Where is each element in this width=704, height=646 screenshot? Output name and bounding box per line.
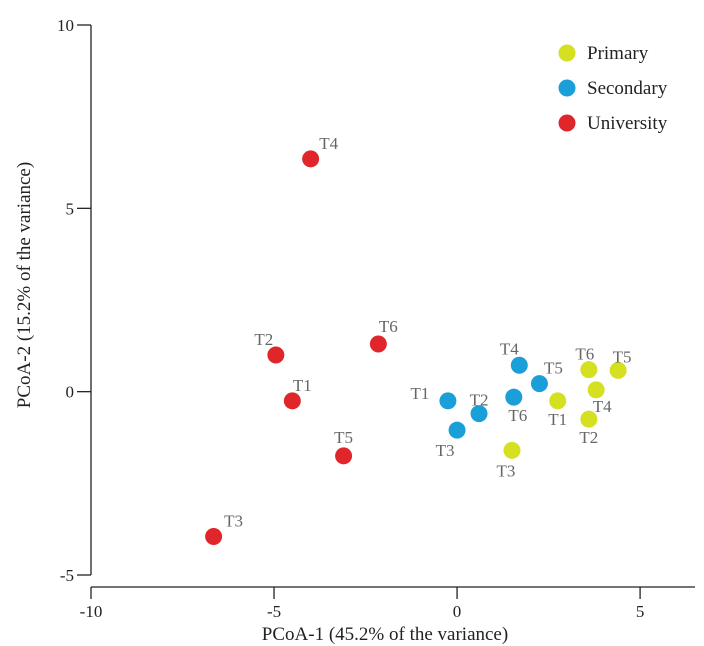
point-label: T4 [500, 339, 519, 358]
point-label: T3 [436, 441, 455, 460]
data-point-university-t2 [267, 346, 285, 364]
legend: Primary Secondary University [558, 43, 668, 134]
legend-label: Primary [587, 43, 649, 64]
point-label: T5 [334, 428, 353, 447]
y-tick-label: 10 [57, 16, 74, 35]
x-tick-label: -10 [80, 602, 103, 621]
point-label: T5 [544, 359, 563, 378]
point-label: T6 [379, 317, 398, 336]
series-primary: T1 T2 T3 T4 T5 T6 [497, 345, 632, 481]
point-label: T1 [548, 410, 567, 429]
x-axis-title: PCoA-1 (45.2% of the variance) [262, 624, 508, 645]
data-point-primary-t5 [609, 361, 627, 379]
point-label: T1 [410, 384, 429, 403]
legend-label: Secondary [587, 78, 668, 99]
data-point-secondary-t3 [448, 421, 466, 439]
series-secondary: T1 T2 T3 T4 T5 T6 [410, 339, 562, 460]
point-label: T6 [575, 345, 594, 364]
plot-marks: T1 T2 T3 T4 T5 T6 T1 T2 T3 T4 T5 T6 T1 T2 T3 T4 T5 T6 [205, 134, 632, 545]
x-tick-label: -5 [267, 602, 281, 621]
data-point-primary-t3 [503, 441, 521, 459]
axes: -5 0 5 10 -10 -5 0 5 [57, 16, 695, 621]
data-point-secondary-t4 [510, 356, 528, 374]
x-tick-label: 5 [636, 602, 645, 621]
data-point-primary-t2 [580, 410, 598, 428]
data-point-primary-t4 [587, 381, 605, 399]
data-point-primary-t6 [580, 361, 598, 379]
y-tick-label: 0 [66, 383, 75, 402]
data-point-university-t1 [283, 392, 301, 410]
point-label: T2 [254, 330, 273, 349]
legend-marker [558, 114, 576, 132]
point-label: T3 [224, 512, 243, 531]
point-label: T2 [579, 428, 598, 447]
point-label: T4 [593, 397, 612, 416]
data-point-secondary-t5 [530, 375, 548, 393]
point-label: T1 [293, 376, 312, 395]
legend-marker [558, 79, 576, 97]
point-label: T3 [497, 461, 516, 480]
data-point-university-t5 [335, 447, 353, 465]
y-axis-title: PCoA-2 (15.2% of the variance) [14, 162, 35, 408]
y-tick-label: -5 [60, 566, 74, 585]
point-label: T6 [508, 406, 527, 425]
data-point-primary-t1 [549, 392, 567, 410]
data-point-secondary-t2 [470, 405, 488, 423]
data-point-university-t6 [369, 335, 387, 353]
legend-label: University [587, 113, 668, 134]
x-tick-label: 0 [453, 602, 462, 621]
data-point-university-t4 [302, 150, 320, 168]
point-label: T5 [613, 347, 632, 366]
data-point-university-t3 [205, 528, 223, 545]
point-label: T2 [470, 391, 489, 410]
series-university: T1 T2 T3 T4 T5 T6 [205, 134, 398, 545]
data-point-secondary-t6 [505, 388, 523, 406]
y-tick-label: 5 [66, 199, 75, 218]
data-point-secondary-t1 [439, 392, 457, 410]
legend-marker [558, 44, 576, 62]
point-label: T4 [319, 134, 338, 153]
